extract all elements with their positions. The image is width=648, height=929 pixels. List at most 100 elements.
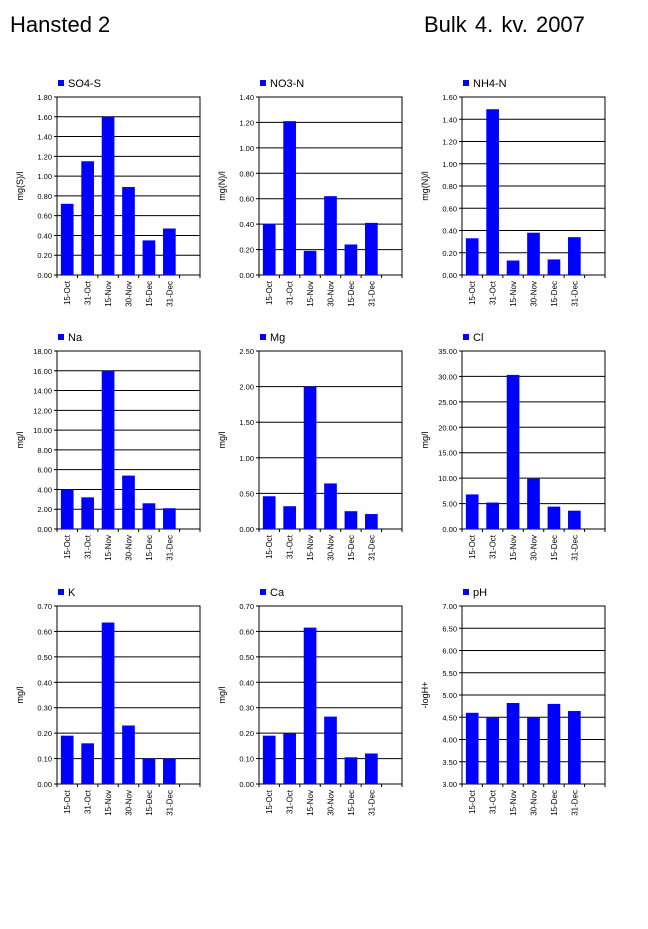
x-tick-label: 15-Nov	[306, 281, 315, 307]
bar	[142, 503, 156, 529]
legend-label: K	[68, 587, 76, 599]
x-tick-label: 31-Dec	[570, 790, 579, 816]
chart-nh4-n: NH4-N 0.00 0.20 0.40 0.60 0.80 1.00 1.20 1.40 1.6…	[420, 78, 606, 307]
bar	[324, 716, 337, 784]
bar	[122, 475, 135, 529]
x-tick-label: 15-Nov	[104, 535, 113, 561]
chart-ph: pH 3.00 3.50 4.00 4.50 5.00 5.50 6.00 6.50 7.00 15…	[420, 587, 606, 816]
y-tick-label: 0.00	[239, 525, 254, 534]
chart-cl: Cl 0.00 5.00 10.00 15.00 20.00 25.00 30.00 35.00…	[420, 332, 606, 561]
x-tick-label: 31-Dec	[570, 281, 579, 307]
y-tick-label: 0.00	[37, 780, 52, 789]
bar	[262, 224, 276, 275]
x-tick-label: 15-Oct	[265, 280, 274, 305]
y-tick-label: 4.00	[442, 736, 457, 745]
legend-label: NO3-N	[270, 78, 304, 90]
bar	[568, 711, 581, 784]
x-tick-label: 31-Oct	[489, 789, 498, 814]
legend-label: pH	[473, 587, 487, 599]
bar	[81, 743, 94, 784]
y-tick-label: 0.60	[37, 212, 52, 221]
x-tick-label: 15-Dec	[347, 281, 356, 307]
y-tick-label: 6.50	[442, 624, 457, 633]
y-tick-label: 1.00	[37, 172, 52, 181]
bar	[142, 240, 156, 275]
x-tick-label: 15-Oct	[468, 789, 477, 814]
legend-swatch	[463, 80, 469, 86]
x-tick-label: 15-Oct	[468, 534, 477, 559]
y-tick-label: 0.20	[239, 729, 254, 738]
y-tick-label: 0.00	[37, 525, 52, 534]
bar	[365, 514, 378, 529]
page-title: Hansted 2	[10, 12, 111, 37]
y-axis-label: mg/l	[217, 686, 227, 703]
y-axis-label: -logH+	[420, 682, 430, 709]
x-tick-label: 30-Nov	[530, 790, 539, 816]
y-tick-label: 1.50	[239, 418, 254, 427]
bar	[122, 725, 135, 784]
x-tick-label: 15-Dec	[550, 535, 559, 561]
y-tick-label: 0.20	[239, 246, 254, 255]
y-axis-label: mg/l	[420, 431, 430, 448]
legend-swatch	[58, 589, 64, 595]
y-tick-label: 10.00	[33, 426, 52, 435]
y-tick-label: 0.60	[442, 204, 457, 213]
y-axis-label: mg/l	[217, 431, 227, 448]
y-tick-label: 1.00	[442, 160, 457, 169]
y-tick-label: 0.10	[37, 755, 52, 764]
bar	[506, 374, 520, 529]
x-tick-label: 30-Nov	[327, 790, 336, 816]
bar	[527, 717, 540, 784]
x-tick-label: 31-Oct	[84, 789, 93, 814]
x-tick-label: 31-Dec	[165, 790, 174, 816]
chart-no3-n: NO3-N 0.00 0.20 0.40 0.60 0.80 1.00 1.20 1.40 15-…	[217, 78, 403, 307]
y-tick-label: 1.00	[239, 454, 254, 463]
y-tick-label: 0.40	[37, 231, 52, 240]
legend-label: Ca	[270, 587, 285, 599]
y-tick-label: 0.40	[239, 678, 254, 687]
bar	[465, 494, 479, 529]
y-tick-label: 0.00	[37, 271, 52, 280]
y-tick-label: 0.50	[37, 653, 52, 662]
y-tick-label: 0.60	[239, 195, 254, 204]
x-tick-label: 30-Nov	[125, 790, 134, 816]
bar	[101, 116, 115, 276]
y-tick-label: 0.50	[239, 653, 254, 662]
bar	[527, 478, 540, 529]
y-tick-label: 0.10	[239, 755, 254, 764]
y-tick-label: 1.60	[442, 93, 457, 102]
bar	[262, 735, 276, 784]
y-tick-label: 1.80	[37, 93, 52, 102]
legend-swatch	[260, 589, 266, 595]
bar	[486, 502, 499, 529]
x-tick-label: 15-Dec	[347, 535, 356, 561]
chart-so4-s: SO4-S 0.00 0.20 0.40 0.60 0.80 1.00 1.20 1.40 1.6…	[15, 78, 201, 307]
legend-swatch	[260, 80, 266, 86]
x-tick-label: 30-Nov	[327, 535, 336, 561]
x-tick-label: 15-Dec	[550, 790, 559, 816]
y-tick-label: 0.40	[37, 678, 52, 687]
x-tick-label: 31-Dec	[367, 281, 376, 307]
y-tick-label: 1.40	[37, 133, 52, 142]
bar	[60, 735, 74, 784]
bar	[344, 757, 358, 784]
x-tick-label: 30-Nov	[530, 535, 539, 561]
chart-k: K 0.00 0.10 0.20 0.30 0.40 0.50 0.60 0.70 15-Oct 3…	[15, 587, 201, 816]
y-tick-label: 14.00	[33, 387, 52, 396]
bar	[568, 510, 581, 529]
y-tick-label: 2.00	[239, 383, 254, 392]
bar	[303, 386, 317, 529]
legend-swatch	[463, 589, 469, 595]
bar	[547, 259, 561, 275]
y-tick-label: 0.20	[37, 251, 52, 260]
y-tick-label: 0.60	[239, 627, 254, 636]
bar	[506, 260, 520, 275]
x-tick-label: 15-Nov	[104, 281, 113, 307]
page-subtitle: Bulk 4. kv. 2007	[424, 12, 585, 37]
y-tick-label: 6.00	[442, 647, 457, 656]
bar	[81, 161, 94, 275]
y-tick-label: 5.50	[442, 669, 457, 678]
y-tick-label: 1.60	[37, 113, 52, 122]
y-tick-label: 8.00	[37, 446, 52, 455]
y-axis-label: mg(S)/l	[15, 172, 25, 201]
